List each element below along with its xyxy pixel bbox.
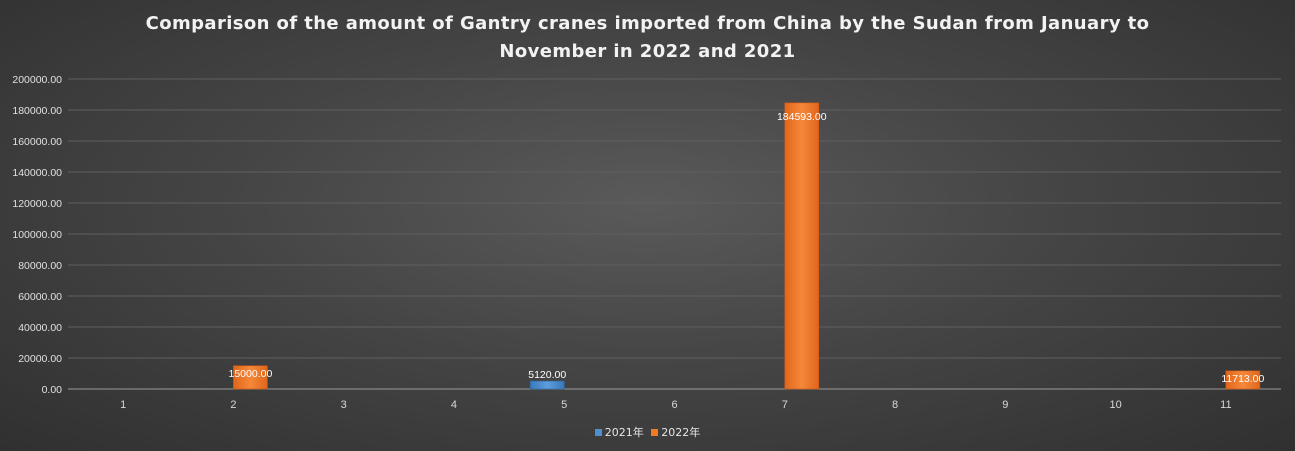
y-tick-label: 80000.00	[18, 260, 62, 272]
data-label: 15000.00	[229, 368, 273, 380]
x-tick-label: 7	[782, 399, 788, 411]
chart-title-line-2: November in 2022 and 2021	[499, 41, 796, 62]
y-axis-ticks: 0.00 20000.00 40000.00 60000.00 80000.00 1000…	[12, 74, 62, 396]
data-label: 11713.00	[1221, 373, 1264, 385]
x-tick-label: 6	[671, 399, 677, 411]
x-tick-label: 5	[561, 399, 567, 411]
legend: 2021年 2022年	[0, 424, 1295, 440]
bar-2021-5	[529, 380, 565, 390]
y-tick-label: 0.00	[42, 384, 63, 396]
gridlines	[68, 78, 1281, 390]
data-labels: 5120.00 15000.00 184593.00 11713.00	[229, 111, 1265, 385]
bar-2022-2	[233, 365, 268, 390]
legend-label-2022: 2022年	[661, 426, 701, 439]
x-tick-label: 9	[1002, 399, 1008, 411]
y-tick-label: 140000.00	[12, 167, 62, 179]
y-tick-label: 200000.00	[12, 74, 62, 86]
y-tick-label: 180000.00	[12, 105, 62, 117]
legend-swatch-2021	[594, 429, 602, 436]
x-tick-label: 4	[451, 399, 457, 411]
bars	[233, 102, 1261, 390]
legend-swatch-2022	[651, 429, 659, 436]
x-tick-label: 3	[341, 399, 347, 411]
x-tick-label: 1	[120, 399, 126, 411]
y-tick-label: 120000.00	[12, 198, 62, 210]
data-label: 184593.00	[777, 111, 827, 123]
y-tick-label: 160000.00	[12, 136, 62, 148]
chart-title: Comparison of the amount of Gantry crane…	[0, 10, 1295, 66]
y-tick-label: 20000.00	[18, 353, 62, 365]
legend-item-2021: 2021年	[594, 424, 644, 440]
y-tick-label: 40000.00	[18, 322, 62, 334]
x-tick-label: 11	[1220, 399, 1231, 411]
x-tick-label: 2	[230, 399, 236, 411]
x-axis-ticks: 1 2 3 4 5 6 7 8 9 10 11	[120, 399, 1232, 411]
bar-2022-7	[784, 102, 820, 390]
legend-item-2022: 2022年	[651, 424, 700, 440]
y-tick-label: 60000.00	[18, 291, 62, 303]
x-tick-label: 10	[1109, 399, 1121, 411]
legend-label-2021: 2021年	[604, 426, 644, 439]
bar-2022-11	[1225, 370, 1261, 390]
chart-title-line-1: Comparison of the amount of Gantry crane…	[145, 13, 1150, 34]
data-label: 5120.00	[528, 369, 566, 381]
x-tick-label: 8	[892, 399, 898, 411]
y-tick-label: 100000.00	[12, 229, 62, 241]
